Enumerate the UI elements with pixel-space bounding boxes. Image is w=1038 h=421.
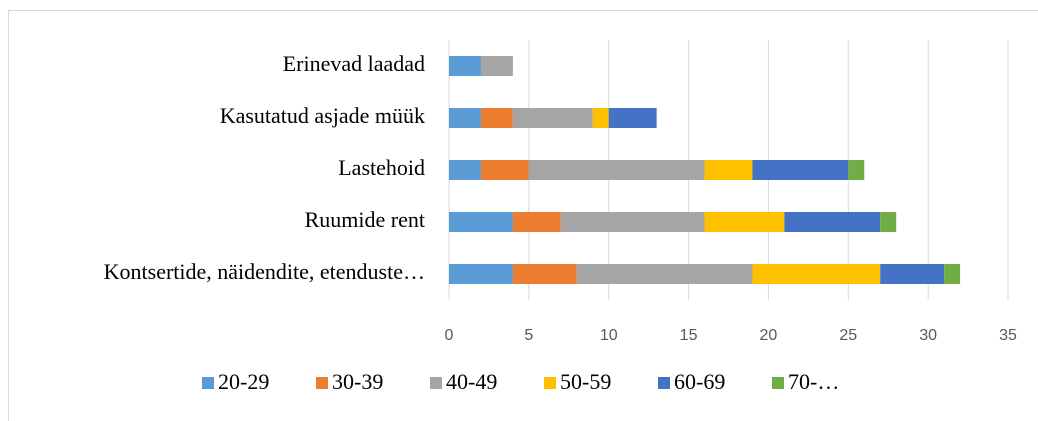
legend-swatch [202, 377, 214, 389]
bar-segment [528, 160, 705, 180]
x-tick-label: 35 [999, 327, 1017, 344]
legend-label: 50-59 [560, 369, 611, 394]
category-label: Kontsertide, näidendite, etenduste… [104, 259, 425, 284]
x-tick-label: 20 [760, 327, 778, 344]
bar-segment [944, 264, 961, 284]
bar-segment [560, 212, 705, 232]
bar-segment [704, 212, 785, 232]
chart-border [8, 10, 1038, 421]
legend-swatch [544, 377, 556, 389]
legend-label: 70-… [788, 369, 839, 394]
bar-segment [784, 212, 881, 232]
bar-segment [449, 264, 513, 284]
x-tick-label: 5 [524, 327, 533, 344]
category-label: Ruumide rent [305, 207, 425, 232]
bar-segment [480, 160, 529, 180]
bar-segment [449, 160, 481, 180]
legend-label: 20-29 [218, 369, 269, 394]
bar-segment [512, 264, 577, 284]
legend-swatch [430, 377, 442, 389]
bar-segment [880, 212, 897, 232]
bar-segment [449, 212, 513, 232]
bar-segment [592, 108, 609, 128]
x-tick-label: 15 [680, 327, 698, 344]
x-tick-label: 0 [445, 327, 454, 344]
category-label: Lastehoid [338, 155, 425, 180]
bar-segment [704, 160, 753, 180]
bar-segment [576, 264, 753, 284]
legend-label: 40-49 [446, 369, 497, 394]
bar-segment [848, 160, 865, 180]
bar-segment [752, 160, 849, 180]
bar-segment [752, 264, 881, 284]
legend-swatch [772, 377, 784, 389]
bar-segment [512, 108, 593, 128]
bar-segment [480, 56, 513, 76]
legend-label: 30-39 [332, 369, 383, 394]
bar-segment [449, 108, 481, 128]
bar-segment [480, 108, 513, 128]
bar-segment [449, 56, 481, 76]
x-tick-label: 30 [919, 327, 937, 344]
category-label: Kasutatud asjade müük [220, 103, 425, 128]
bar-segment [880, 264, 945, 284]
legend-swatch [316, 377, 328, 389]
legend-swatch [658, 377, 670, 389]
bar-segment [512, 212, 561, 232]
category-label: Erinevad laadad [283, 51, 425, 76]
x-tick-label: 25 [839, 327, 857, 344]
legend-label: 60-69 [674, 369, 725, 394]
bar-segment [608, 108, 657, 128]
x-tick-label: 10 [600, 327, 618, 344]
